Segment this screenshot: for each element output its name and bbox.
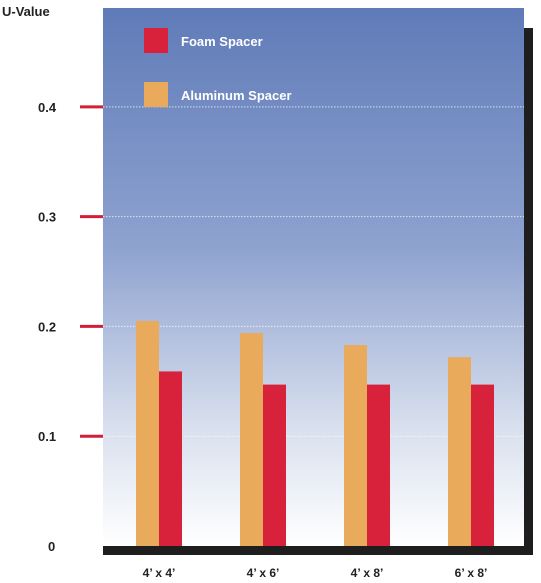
x-tick-label: 4’ x 8’ <box>351 566 384 580</box>
legend-swatch-foam <box>144 28 168 53</box>
y-tick-label: 0.3 <box>38 210 56 225</box>
x-tick-label: 4’ x 4’ <box>143 566 176 580</box>
bar-foam-2 <box>367 385 390 546</box>
x-axis: 4’ x 4’ 4’ x 6’ 4’ x 8’ 6’ x 8’ <box>143 566 488 580</box>
bar-aluminum-3 <box>448 357 471 546</box>
y-axis-title: U-Value <box>2 4 50 19</box>
legend-label-foam: Foam Spacer <box>181 34 263 49</box>
bar-foam-3 <box>471 385 494 546</box>
bar-foam-1 <box>263 385 286 546</box>
bar-aluminum-0 <box>136 321 159 546</box>
legend-swatch-aluminum <box>144 82 168 107</box>
y-tick-label: 0.4 <box>38 100 57 115</box>
bar-aluminum-2 <box>344 345 367 546</box>
x-tick-label: 4’ x 6’ <box>247 566 280 580</box>
y-tick-label: 0.1 <box>38 429 56 444</box>
legend-label-aluminum: Aluminum Spacer <box>181 88 292 103</box>
y-tick-label: 0 <box>48 539 55 554</box>
y-axis: 0 0.1 0.2 0.3 0.4 <box>38 100 103 554</box>
plot-shadow-bottom <box>103 546 533 555</box>
y-tick-label: 0.2 <box>38 319 56 334</box>
x-tick-label: 6’ x 8’ <box>455 566 488 580</box>
bar-foam-0 <box>159 371 182 546</box>
plot-shadow-right <box>524 28 533 555</box>
bar-aluminum-1 <box>240 333 263 546</box>
